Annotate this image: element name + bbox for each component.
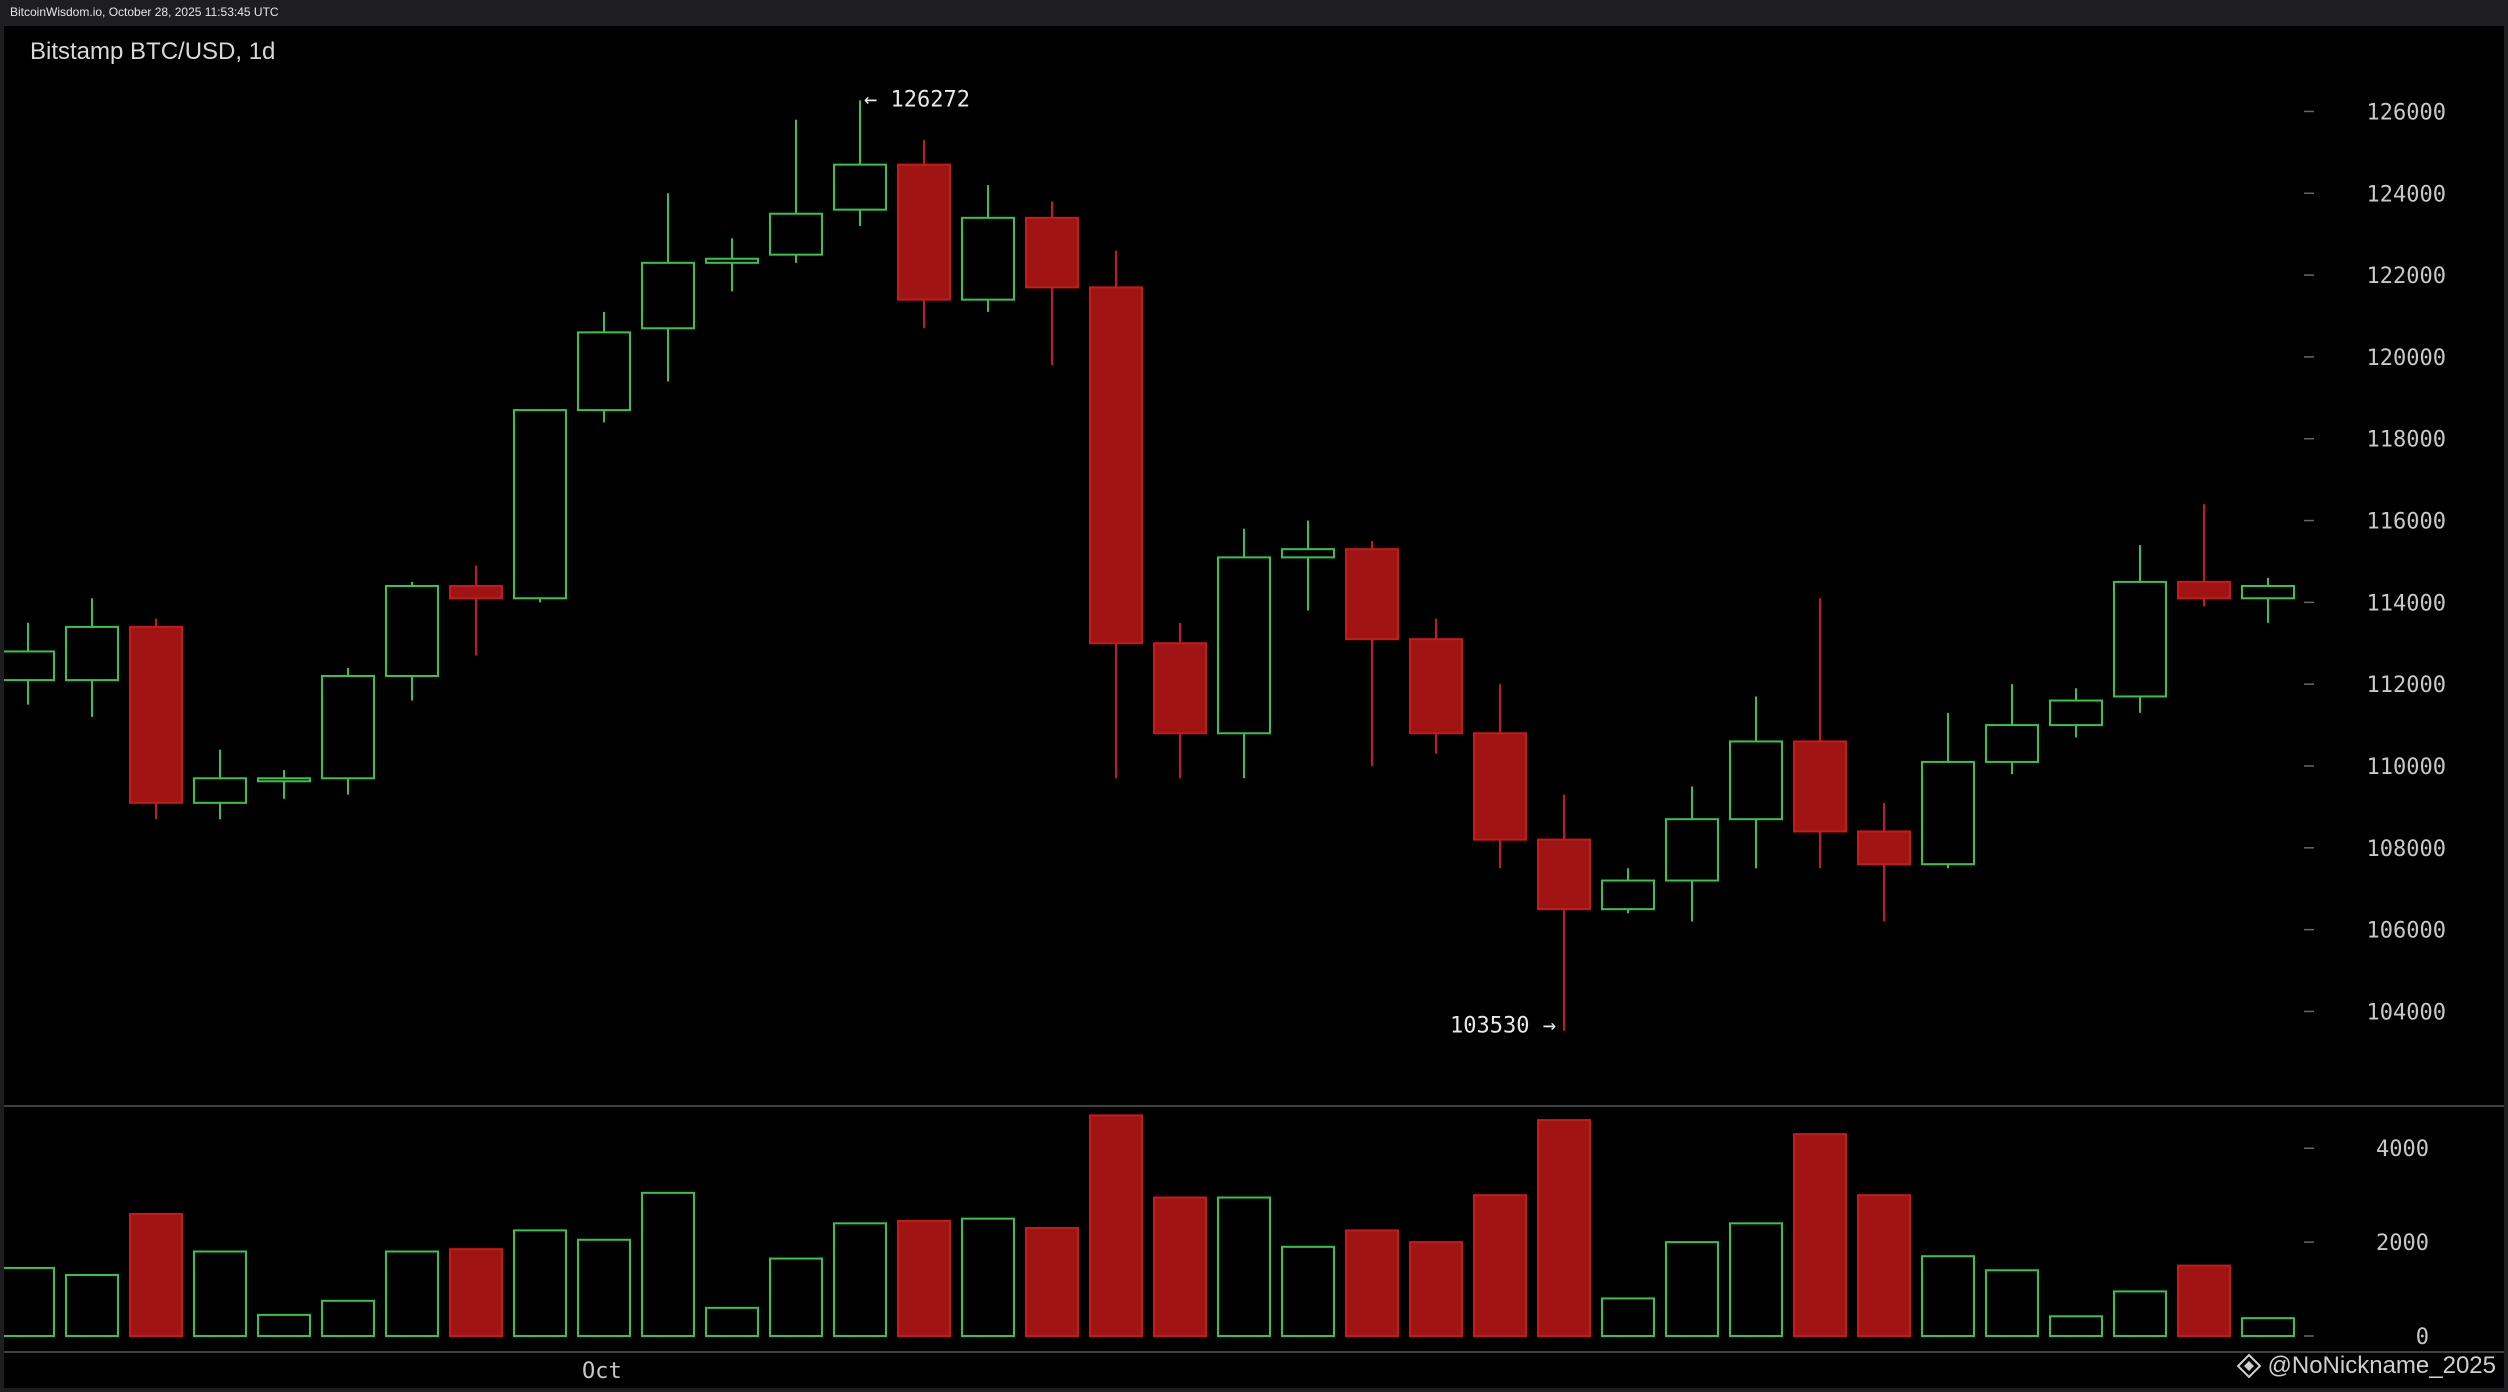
candle-down[interactable]	[1473, 732, 1527, 841]
volume-bar-up[interactable]	[1601, 1297, 1655, 1337]
candle-up[interactable]	[2113, 580, 2167, 698]
candle-up[interactable]	[833, 163, 887, 211]
volume-bar-down[interactable]	[449, 1248, 503, 1337]
price-tick-label: 110000	[2367, 755, 2446, 780]
candle-up[interactable]	[65, 625, 119, 682]
candle-down[interactable]	[1089, 286, 1143, 645]
candle-down[interactable]	[129, 625, 183, 804]
volume-bar-down[interactable]	[1345, 1229, 1399, 1337]
price-tick-label: 108000	[2367, 837, 2446, 862]
volume-bar-up[interactable]	[641, 1191, 695, 1338]
volume-bar-up[interactable]	[385, 1250, 439, 1338]
volume-bar-up[interactable]	[65, 1273, 119, 1338]
candle-up[interactable]	[385, 585, 439, 677]
price-tick-label: 124000	[2367, 182, 2446, 207]
diamond-logo-icon	[2236, 1353, 2261, 1379]
top-bar: BitcoinWisdom.io, October 28, 2025 11:53…	[0, 0, 2508, 26]
high-annotation: ← 126272	[864, 87, 970, 112]
watermark-text: @NoNickname_2025	[2267, 1352, 2496, 1379]
candle-down[interactable]	[1857, 830, 1911, 866]
volume-bar-down[interactable]	[1537, 1119, 1591, 1338]
candle-down[interactable]	[897, 163, 951, 301]
volume-tick-label: 4000	[2376, 1137, 2429, 1162]
volume-bar-up[interactable]	[2241, 1317, 2295, 1337]
candle-up[interactable]	[1281, 548, 1335, 559]
volume-bar-down[interactable]	[1793, 1133, 1847, 1337]
price-tick-label: 112000	[2367, 673, 2446, 698]
candle-up[interactable]	[321, 675, 375, 780]
candle-up[interactable]	[193, 777, 247, 804]
volume-bar-down[interactable]	[1025, 1227, 1079, 1337]
chart-canvas[interactable]: 104000 106000 108000 110000 112000 114000 1160…	[4, 26, 2504, 1388]
watermark: @NoNickname_2025	[2236, 1352, 2496, 1380]
volume-bar-up[interactable]	[4, 1266, 55, 1337]
volume-bar-up[interactable]	[1281, 1245, 1335, 1337]
candle-up[interactable]	[961, 216, 1015, 301]
volume-bar-up[interactable]	[1921, 1255, 1975, 1338]
price-tick-label: 118000	[2367, 428, 2446, 453]
volume-bar-down[interactable]	[2177, 1264, 2231, 1337]
chart-title: Bitstamp BTC/USD, 1d	[30, 38, 276, 65]
volume-bar-up[interactable]	[769, 1257, 823, 1338]
volume-bar-up[interactable]	[2049, 1315, 2103, 1338]
candle-down[interactable]	[2177, 580, 2231, 600]
volume-tick-label: 2000	[2376, 1231, 2429, 1256]
volume-bar-up[interactable]	[1985, 1269, 2039, 1338]
candle-down[interactable]	[449, 585, 503, 600]
volume-bar-up[interactable]	[193, 1250, 247, 1338]
volume-bar-down[interactable]	[897, 1220, 951, 1337]
volume-bar-down[interactable]	[1409, 1241, 1463, 1337]
candle-up[interactable]	[769, 212, 823, 256]
candle-up[interactable]	[1985, 724, 2039, 763]
price-tick-label: 126000	[2367, 100, 2446, 125]
candle-up[interactable]	[1601, 879, 1655, 911]
volume-bar-up[interactable]	[257, 1313, 311, 1338]
candle-up[interactable]	[1729, 740, 1783, 821]
candle-up[interactable]	[257, 777, 311, 783]
candle-up[interactable]	[1921, 760, 1975, 866]
volume-bar-up[interactable]	[2113, 1290, 2167, 1338]
source-timestamp: BitcoinWisdom.io, October 28, 2025 11:53…	[10, 5, 279, 19]
price-tick-label: 116000	[2367, 510, 2446, 535]
candle-down[interactable]	[1025, 216, 1079, 289]
volume-bar-up[interactable]	[513, 1229, 567, 1337]
volume-bar-up[interactable]	[833, 1222, 887, 1337]
price-tick-label: 120000	[2367, 346, 2446, 371]
volume-bar-down[interactable]	[1473, 1194, 1527, 1338]
volume-bar-up[interactable]	[961, 1217, 1015, 1338]
candle-up[interactable]	[2049, 699, 2103, 727]
candle-up[interactable]	[577, 331, 631, 412]
candle-down[interactable]	[1537, 838, 1591, 911]
candle-up[interactable]	[2241, 585, 2295, 600]
price-tick-label: 104000	[2367, 1000, 2446, 1025]
x-tick-label: Oct	[582, 1359, 622, 1384]
volume-bar-up[interactable]	[705, 1306, 759, 1338]
candle-up[interactable]	[641, 261, 695, 330]
low-annotation: 103530 →	[1450, 1014, 1556, 1039]
volume-bar-down[interactable]	[1089, 1114, 1143, 1337]
volume-bar-down[interactable]	[1153, 1196, 1207, 1338]
volume-tick-label: 0	[2416, 1325, 2429, 1350]
price-tick-label: 114000	[2367, 591, 2446, 616]
candle-up[interactable]	[705, 257, 759, 264]
candle-down[interactable]	[1153, 642, 1207, 735]
volume-bar-up[interactable]	[1217, 1196, 1271, 1338]
candle-up[interactable]	[4, 650, 55, 682]
volume-bar-up[interactable]	[321, 1299, 375, 1337]
chart-panel[interactable]: 104000 106000 108000 110000 112000 114000 1160…	[4, 26, 2504, 1388]
candle-down[interactable]	[1793, 740, 1847, 833]
volume-bar-down[interactable]	[129, 1212, 183, 1338]
candle-down[interactable]	[1409, 638, 1463, 735]
candle-up[interactable]	[513, 409, 567, 600]
volume-bar-up[interactable]	[1665, 1241, 1719, 1337]
volume-bar-down[interactable]	[1857, 1194, 1911, 1338]
volume-bar-up[interactable]	[577, 1238, 631, 1337]
candle-up[interactable]	[1217, 556, 1271, 735]
price-tick-label: 122000	[2367, 264, 2446, 289]
price-tick-label: 106000	[2367, 919, 2446, 944]
volume-bar-up[interactable]	[1729, 1222, 1783, 1337]
candle-up[interactable]	[1665, 818, 1719, 882]
candle-down[interactable]	[1345, 548, 1399, 641]
